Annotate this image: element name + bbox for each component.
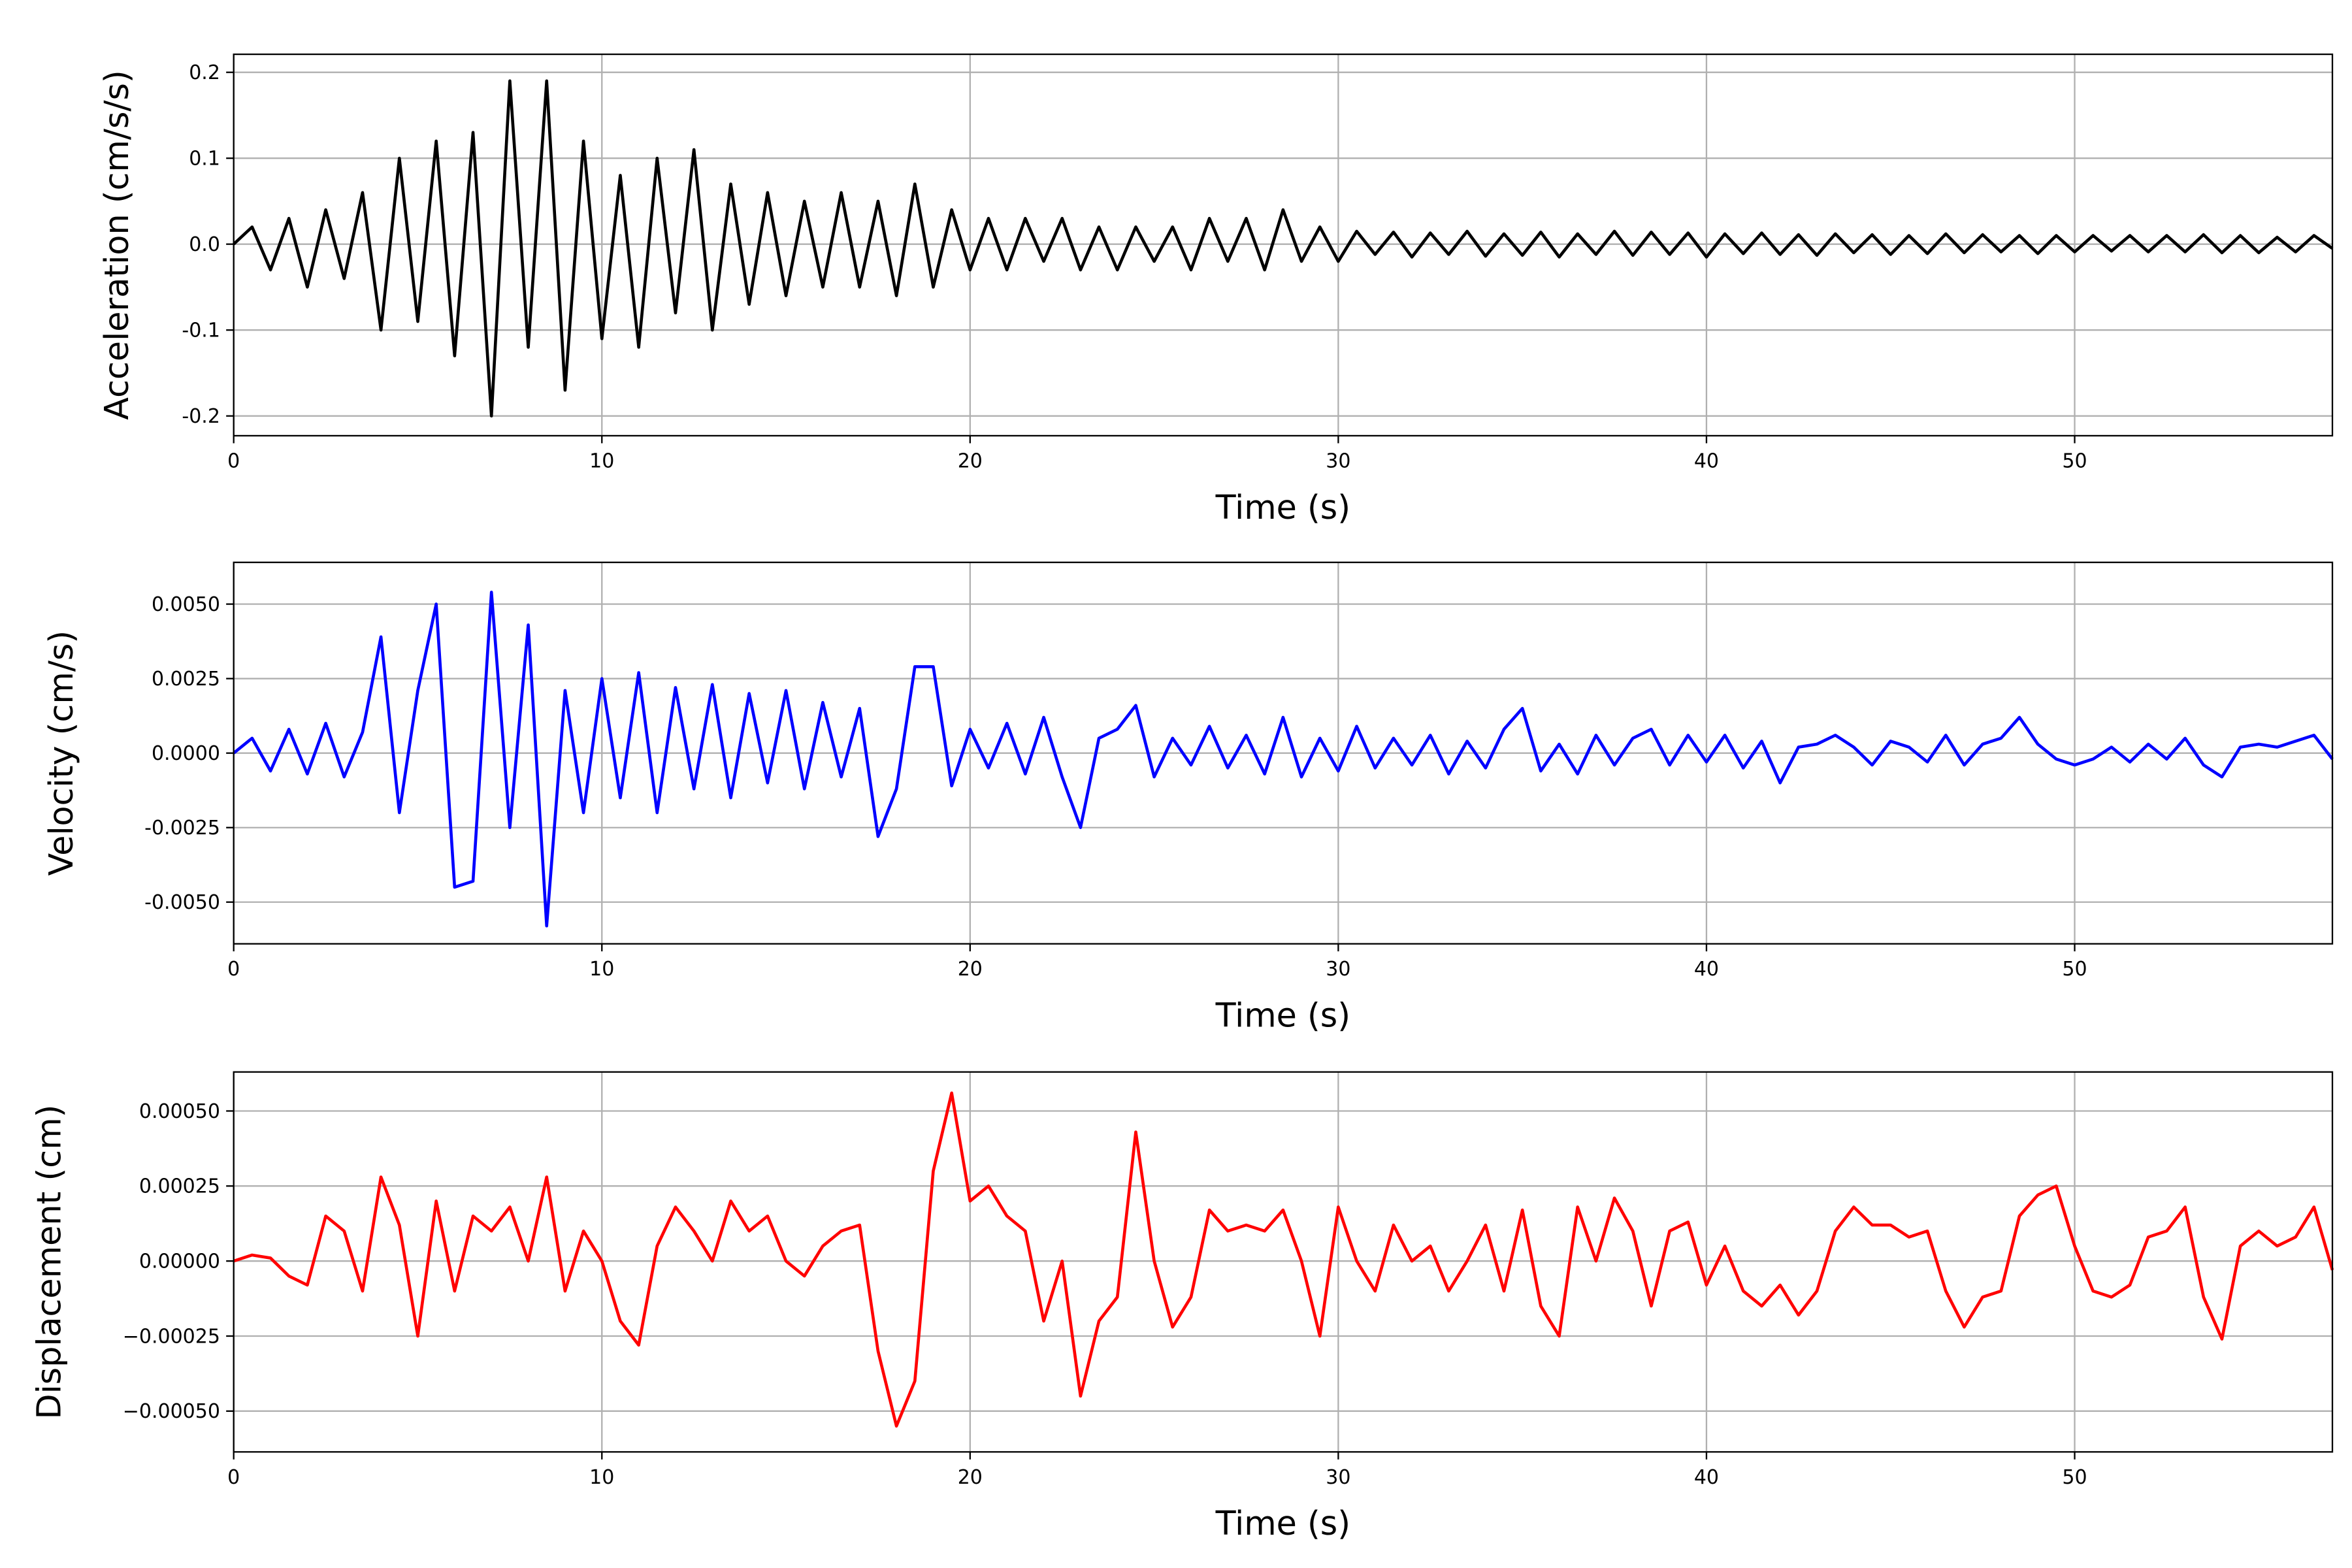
x-axis-label: Time (s) [1215, 488, 1350, 527]
x-tick-label: 20 [958, 449, 983, 472]
x-tick-label: 50 [2062, 958, 2087, 981]
x-tick-label: 30 [1326, 449, 1350, 472]
x-tick-label: 10 [589, 1466, 614, 1489]
x-tick-label: 0 [227, 958, 240, 981]
y-tick-label: 0.00050 [139, 1100, 220, 1123]
y-tick-label: 0.1 [189, 148, 220, 171]
x-tick-label: 30 [1326, 1466, 1350, 1489]
x-tick-label: 50 [2062, 1466, 2087, 1489]
y-axis-label: Velocity (cm/s) [42, 630, 80, 876]
y-tick-label: 0.0050 [152, 593, 220, 616]
data-line [233, 79, 2334, 417]
y-tick-label: 0.0 [189, 233, 220, 256]
y-axis-label: Acceleration (cm/s/s) [97, 70, 136, 420]
plot-frame [233, 561, 2334, 945]
y-tick-label: -0.2 [182, 405, 220, 428]
x-axis-label: Time (s) [1215, 996, 1350, 1035]
data-line [233, 1091, 2334, 1428]
x-tick-label: 10 [589, 449, 614, 472]
x-tick-label: 10 [589, 958, 614, 981]
plot-frame [233, 53, 2334, 437]
x-tick-label: 40 [1694, 449, 1719, 472]
y-tick-label: −0.00025 [123, 1325, 220, 1348]
y-tick-label: 0.00025 [139, 1175, 220, 1198]
data-line [233, 591, 2334, 928]
x-tick-label: 40 [1694, 958, 1719, 981]
y-tick-label: 0.0000 [152, 742, 220, 765]
y-tick-label: −0.00050 [123, 1400, 220, 1423]
plot-frame [233, 1071, 2334, 1453]
x-tick-label: 30 [1326, 958, 1350, 981]
x-tick-label: 50 [2062, 449, 2087, 472]
y-tick-label: 0.2 [189, 61, 220, 84]
x-tick-label: 0 [227, 449, 240, 472]
y-tick-label: -0.0050 [144, 891, 220, 914]
x-tick-label: 20 [958, 1466, 983, 1489]
y-tick-label: 0.0025 [152, 668, 220, 691]
x-axis-label: Time (s) [1215, 1504, 1350, 1543]
x-tick-label: 20 [958, 958, 983, 981]
y-tick-label: -0.1 [182, 319, 220, 342]
x-tick-label: 0 [227, 1466, 240, 1489]
x-tick-label: 40 [1694, 1466, 1719, 1489]
y-tick-label: 0.00000 [139, 1250, 220, 1273]
y-axis-label: Displacement (cm) [29, 1105, 68, 1420]
y-tick-label: -0.0025 [144, 817, 220, 840]
